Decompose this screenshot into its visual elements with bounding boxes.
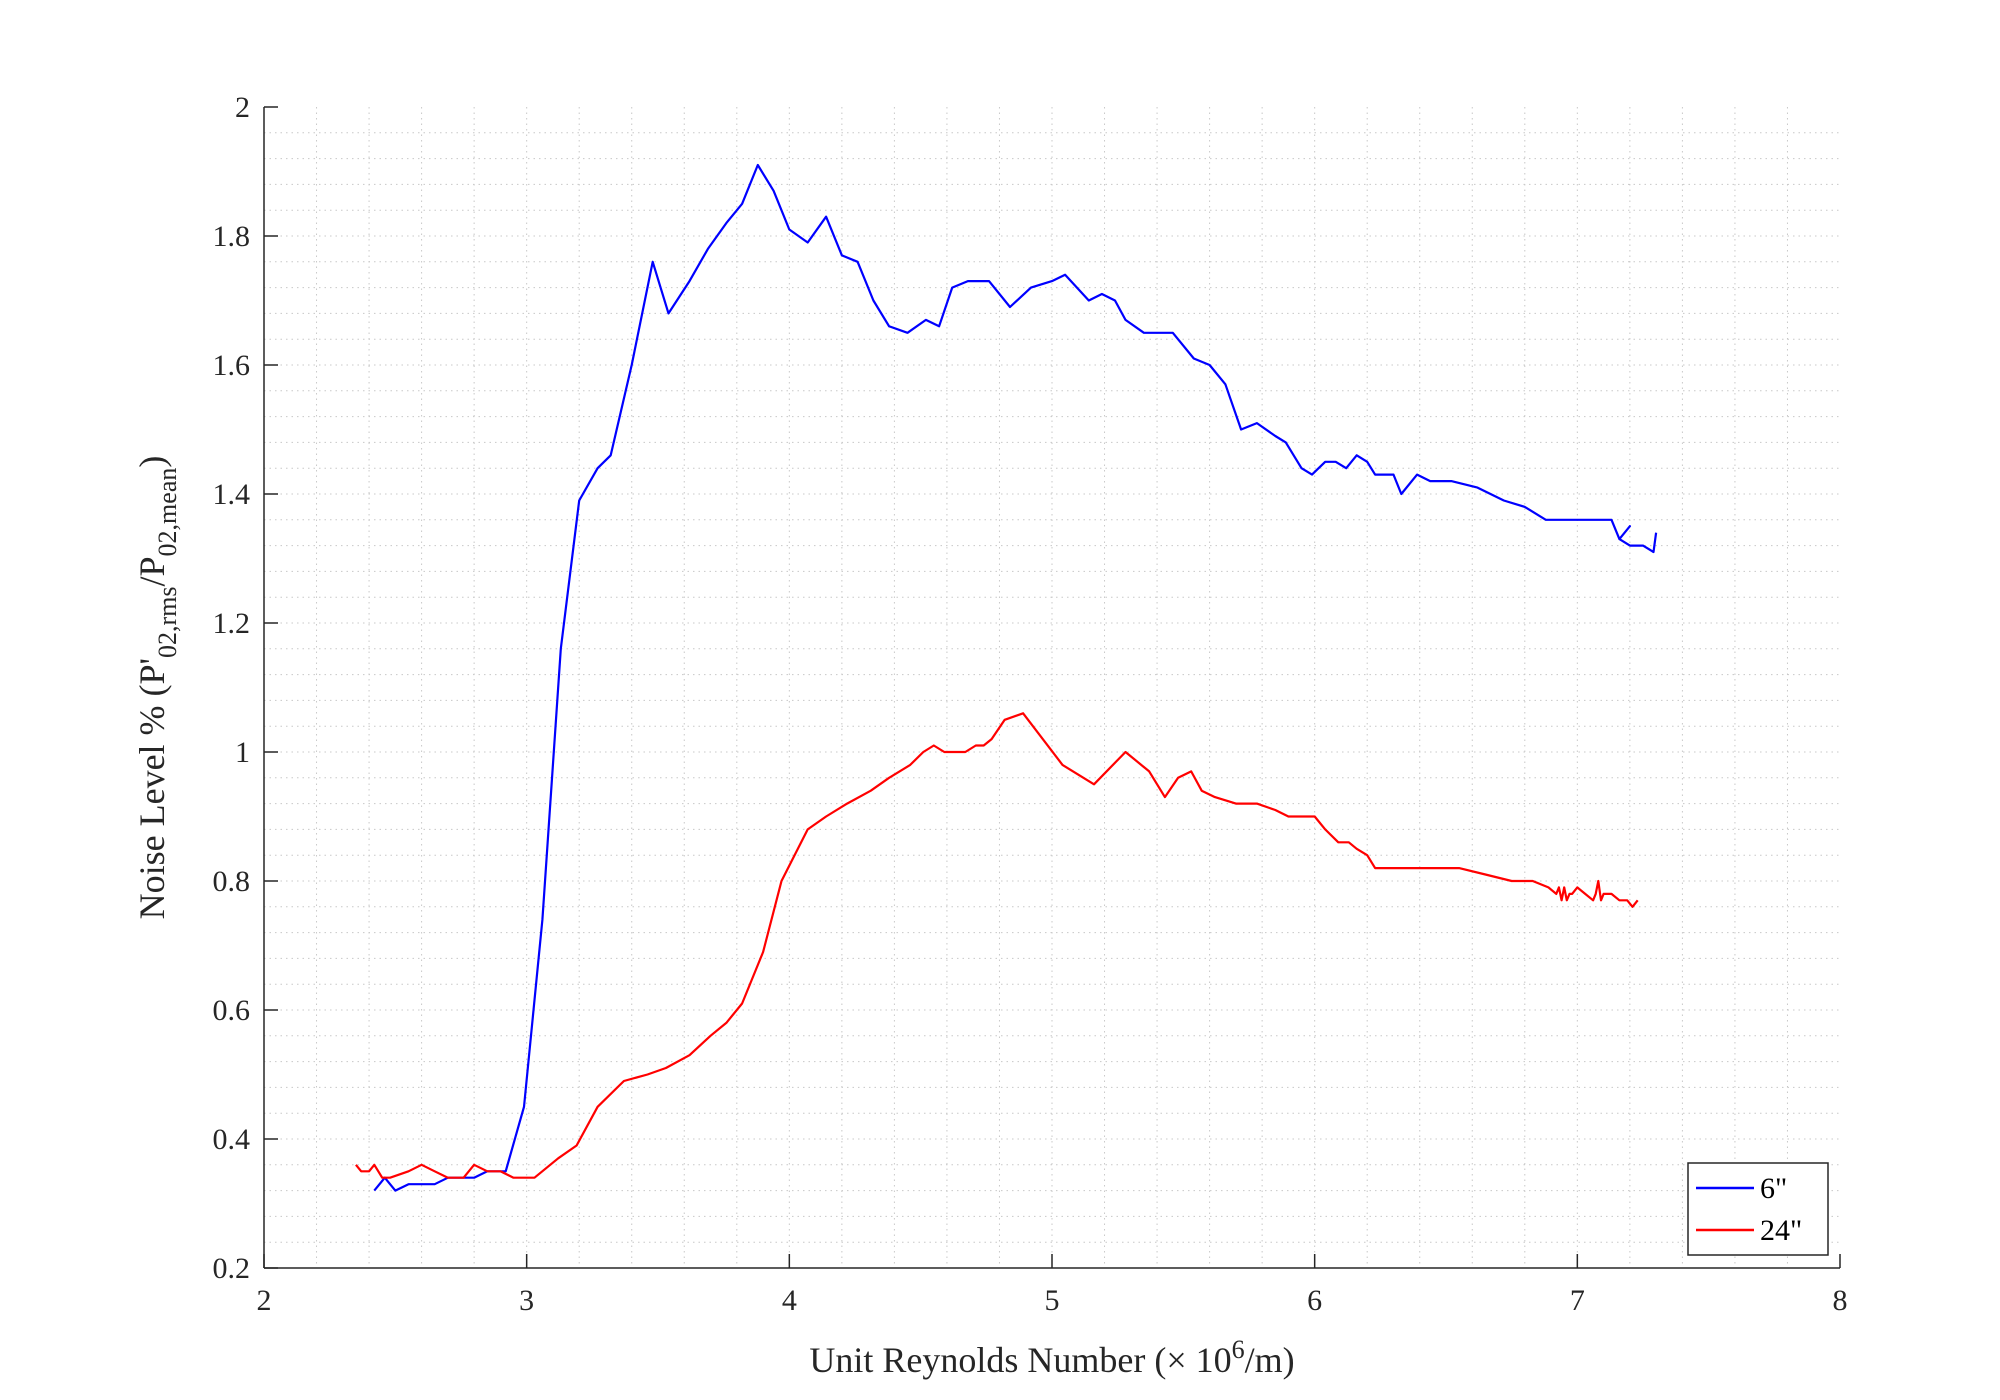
x-tick-label: 3 xyxy=(519,1284,534,1317)
x-tick-label: 7 xyxy=(1570,1284,1585,1317)
series-layer xyxy=(355,163,1658,1192)
ticks: 2 3 4 5 6 7 8 0.2 0.4 0.6 0.8 1 1.2 1.4 1.6 1.8 2 xyxy=(213,91,1848,1317)
y-tick-label: 1.8 xyxy=(213,220,251,253)
y-tick-label: 1.4 xyxy=(213,478,251,511)
x-tick-label: 4 xyxy=(782,1284,797,1317)
x-axis-label: Unit Reynolds Number (× 106/m) xyxy=(809,1335,1294,1380)
grid xyxy=(264,107,1840,1268)
y-tick-label: 0.6 xyxy=(213,994,251,1027)
x-tick-label: 6 xyxy=(1307,1284,1322,1317)
x-tick-label: 8 xyxy=(1833,1284,1848,1317)
series-line-6in xyxy=(373,163,1658,1192)
y-tick-label: 0.4 xyxy=(213,1123,251,1156)
y-axis-label: Noise Level % (P'02,rms/P02,mean) xyxy=(132,456,182,920)
legend-label-6in: 6" xyxy=(1760,1172,1787,1205)
y-tick-label: 1.6 xyxy=(213,349,251,382)
legend: 6" 24" xyxy=(1687,1162,1829,1256)
y-tick-label: 0.8 xyxy=(213,865,251,898)
legend-label-24in: 24" xyxy=(1760,1214,1802,1247)
series-line-24in xyxy=(355,712,1639,1179)
y-tick-label: 1 xyxy=(235,736,250,769)
y-tick-label: 0.2 xyxy=(213,1252,251,1285)
y-tick-label: 1.2 xyxy=(213,607,251,640)
x-tick-label: 2 xyxy=(257,1284,272,1317)
x-tick-label: 5 xyxy=(1045,1284,1060,1317)
y-tick-label: 2 xyxy=(235,91,250,124)
legend-box xyxy=(1687,1162,1829,1256)
